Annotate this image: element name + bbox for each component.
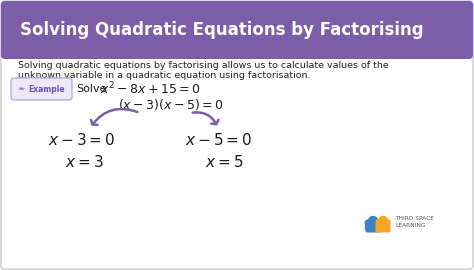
Text: THIRD SPACE
LEARNING: THIRD SPACE LEARNING <box>395 216 434 228</box>
Text: Solving quadratic equations by factorising allows us to calculate values of the: Solving quadratic equations by factorisi… <box>18 60 389 69</box>
FancyBboxPatch shape <box>1 1 473 59</box>
Text: ✏: ✏ <box>19 86 25 92</box>
Text: Solving Quadratic Equations by Factorising: Solving Quadratic Equations by Factorisi… <box>20 21 424 39</box>
Text: unknown variable in a quadratic equation using factorisation.: unknown variable in a quadratic equation… <box>18 72 310 80</box>
FancyBboxPatch shape <box>11 78 72 100</box>
Text: $x = 3$: $x = 3$ <box>65 154 104 170</box>
Text: $x^2 - 8x + 15 = 0$: $x^2 - 8x + 15 = 0$ <box>100 81 201 97</box>
Text: $x - 3 = 0$: $x - 3 = 0$ <box>48 132 115 148</box>
Text: $(x-3)(x-5) = 0$: $(x-3)(x-5) = 0$ <box>118 97 223 113</box>
Text: Solve: Solve <box>76 84 107 94</box>
Circle shape <box>379 217 388 225</box>
Text: Example: Example <box>28 85 64 93</box>
FancyBboxPatch shape <box>5 35 469 55</box>
Text: $x - 5 = 0$: $x - 5 = 0$ <box>185 132 252 148</box>
FancyBboxPatch shape <box>375 220 391 232</box>
Text: $x = 5$: $x = 5$ <box>205 154 244 170</box>
FancyBboxPatch shape <box>365 220 381 232</box>
Circle shape <box>368 217 377 225</box>
